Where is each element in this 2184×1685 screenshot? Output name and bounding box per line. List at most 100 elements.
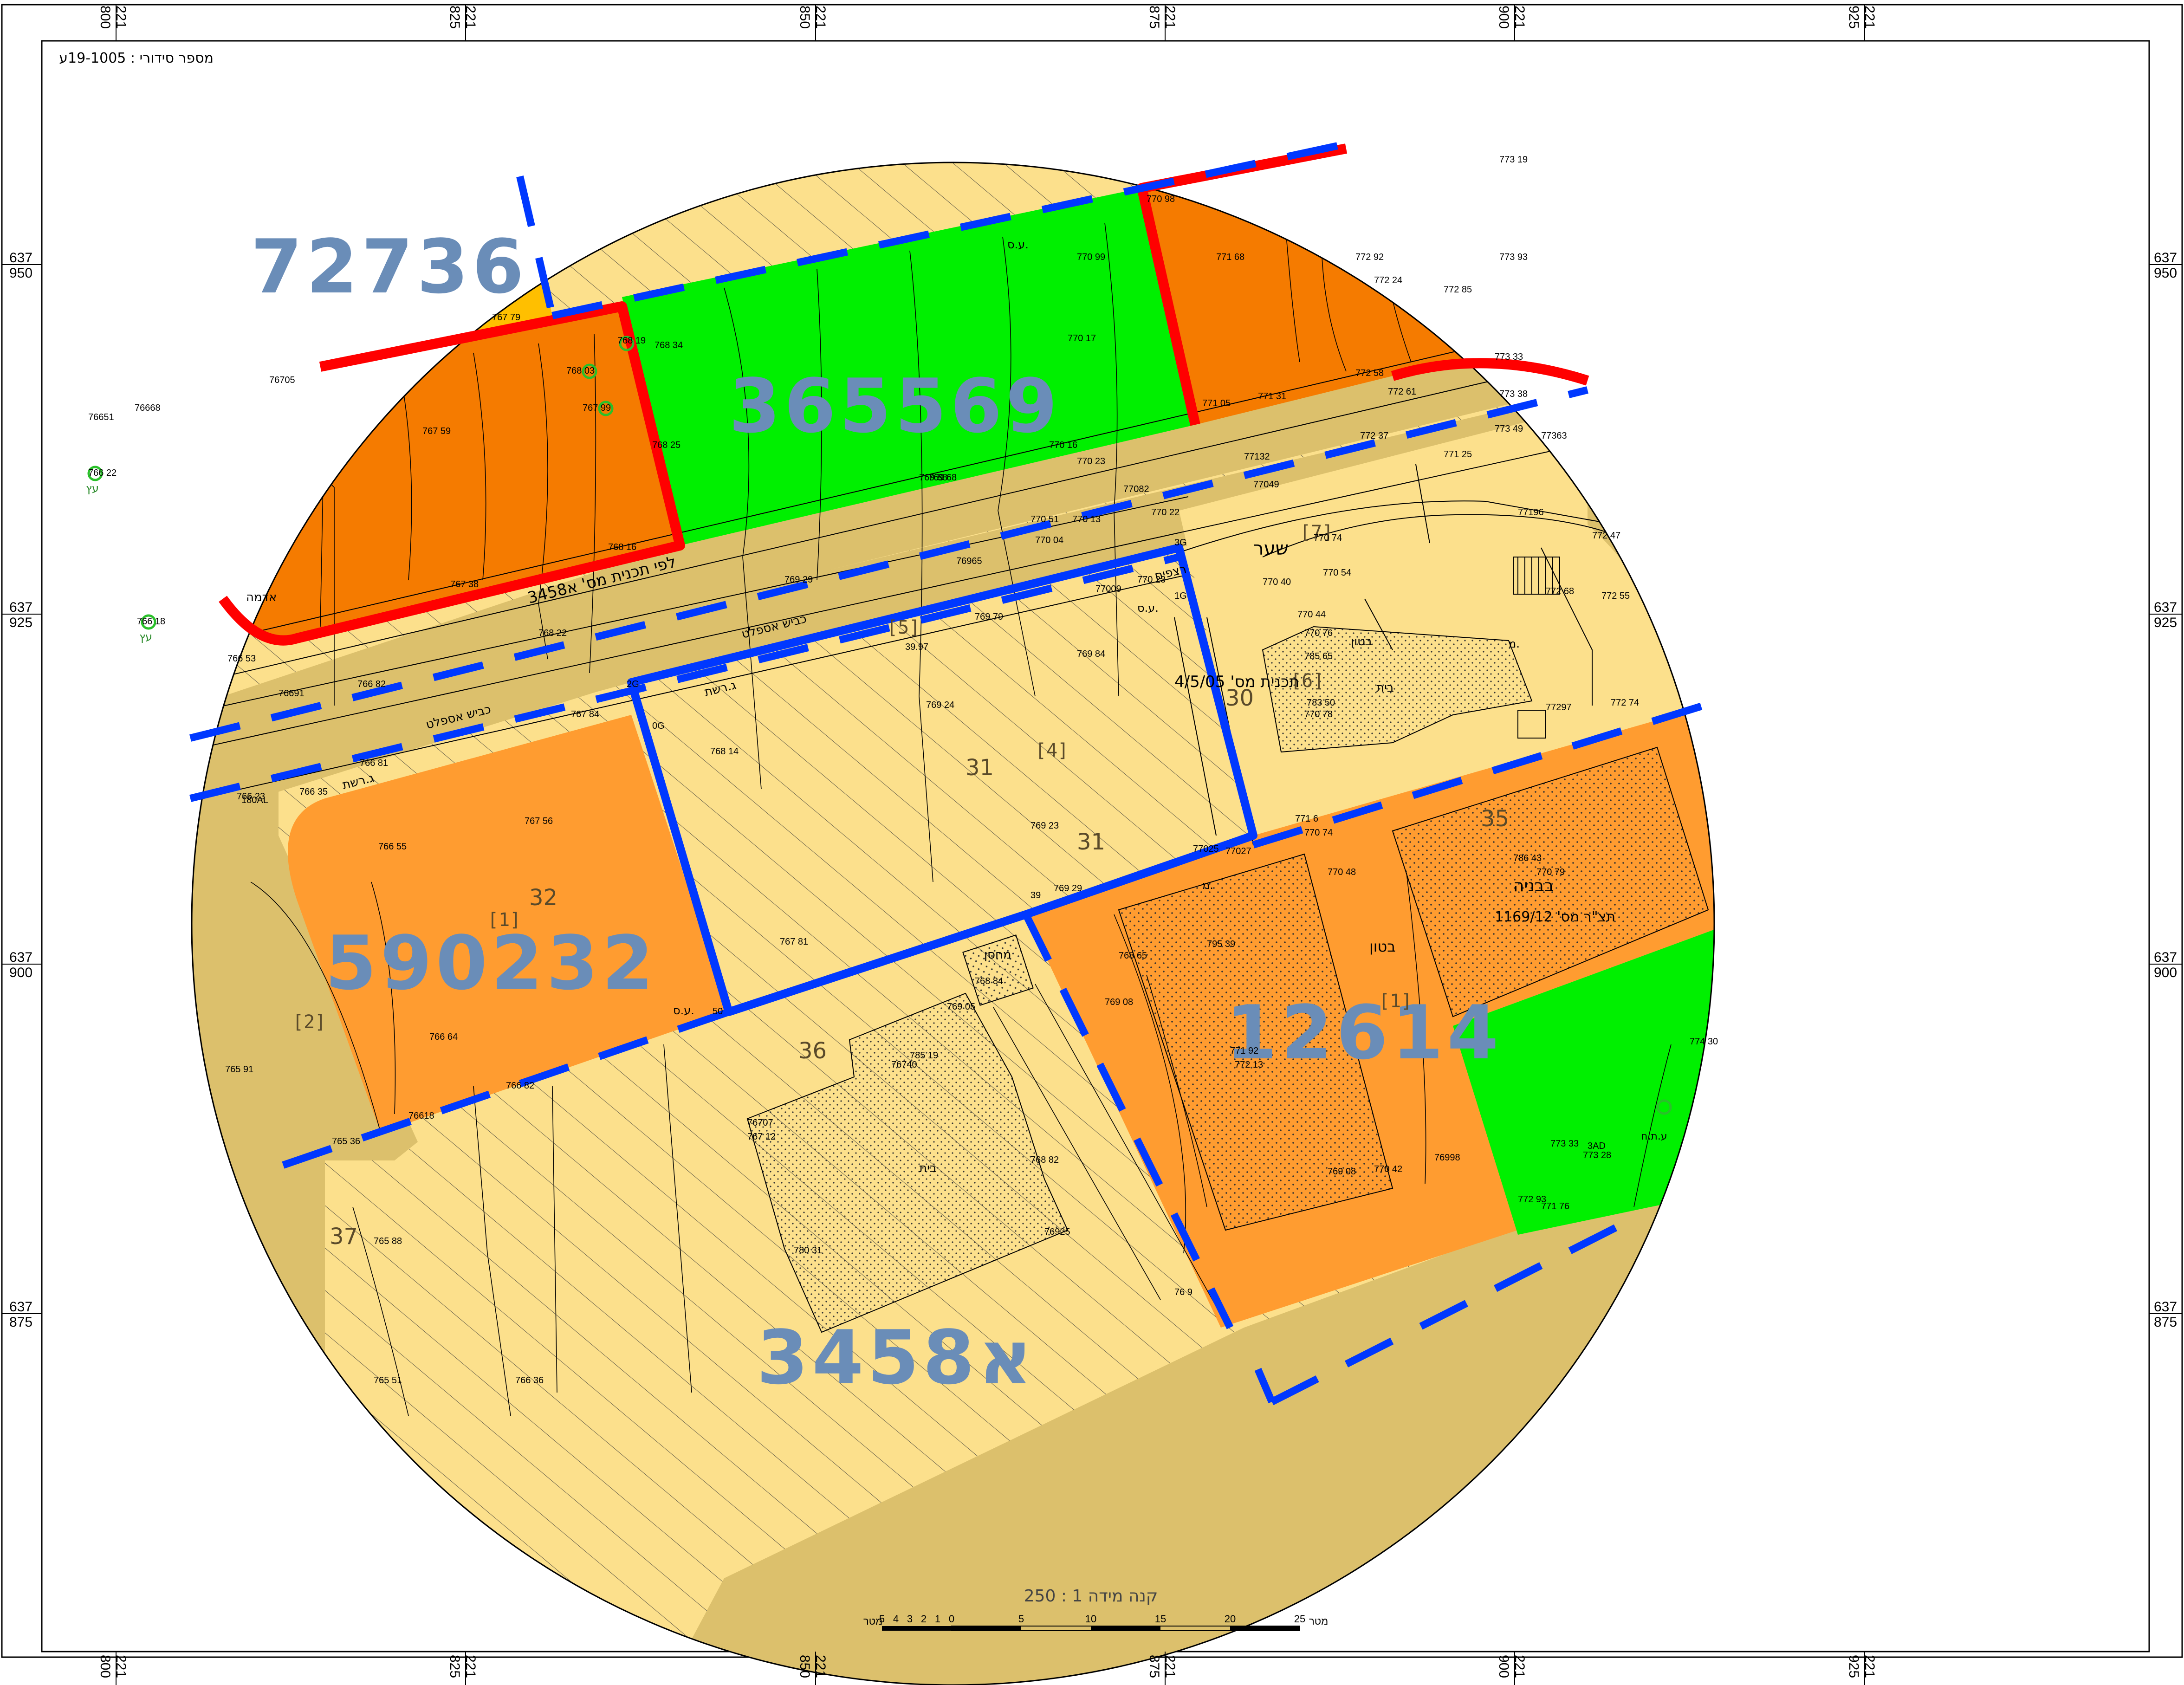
lot-31-b: 31 — [1077, 829, 1105, 855]
grid-x-top-4-b: 900 — [1496, 6, 1511, 29]
grid-x-top-5-b: 925 — [1846, 6, 1861, 29]
elevation-label: 77082 — [1123, 484, 1149, 494]
elevation-label: 50 — [713, 1006, 723, 1017]
grid-x-top: 800 221 825 221 850 221 875 221 900 221 … — [97, 5, 1877, 41]
elevation-label: 771 05 — [1202, 398, 1231, 408]
grid-x-top-4-a: 221 — [1512, 6, 1527, 29]
elevation-label: 785 65 — [1304, 651, 1333, 661]
label-es-2: ע.ס. — [1137, 602, 1159, 615]
elevation-label: 770 98 — [1147, 194, 1175, 204]
label-mahsan: מחסן — [984, 948, 1011, 962]
map-labels: בית בית אדמה כביש אספלט כביש אספלט ג.רשת… — [86, 238, 1667, 1175]
elevation-label: 772 93 — [1518, 1194, 1546, 1205]
elevation-label: 766 55 — [378, 842, 407, 852]
label-ot: ע.ת.ח — [1641, 1131, 1667, 1142]
lot-bracket-1b: [1] — [1379, 991, 1412, 1012]
elevation-label: 774 30 — [1690, 1037, 1718, 1047]
grid-y-right: 637 950 637 925 637 900 637 875 — [2149, 250, 2182, 1330]
lot-bracket-4: [4] — [1035, 740, 1069, 761]
elevation-label: 772 74 — [1611, 698, 1639, 708]
label-etz-2: עץ — [139, 630, 152, 643]
elevation-label: 772 61 — [1388, 387, 1416, 397]
elevation-label: 39 — [1030, 890, 1041, 901]
blue-dashed-boundaries — [189, 140, 1705, 1406]
tree-icon — [141, 614, 156, 630]
label-beton-2: בטון — [1369, 938, 1396, 955]
scale-tick-left: 0 — [949, 1613, 954, 1625]
elevation-label: 76705 — [269, 375, 295, 385]
elevation-label: 769 88 — [919, 473, 947, 483]
elevation-label: 768 03 — [566, 366, 595, 376]
elevation-label: 766 36 — [515, 1375, 544, 1386]
elevation-label: 771 68 — [1216, 252, 1244, 262]
elevation-label: 773 49 — [1495, 424, 1523, 434]
elevation-label: 773 38 — [1499, 389, 1528, 399]
lot-bracket-5: [5] — [887, 617, 920, 638]
label-m-1: מ. — [1509, 637, 1520, 650]
elevation-label: 769 05 — [947, 1002, 975, 1012]
elevation-label: 766 35 — [299, 787, 328, 797]
scale-tick-right: 25 — [1294, 1613, 1305, 1625]
grid-x-bot-1-a: 221 — [463, 1655, 478, 1678]
tree-icon — [598, 401, 614, 416]
elevation-label: 770 74 — [1314, 533, 1342, 543]
scale-tick-right: 20 — [1225, 1613, 1236, 1625]
grid-y-left-3-a: 637 — [9, 1299, 32, 1315]
elevation-label: 767 59 — [422, 426, 451, 436]
elevation-label: 766 82 — [506, 1081, 534, 1091]
elevation-label: 3AD — [1588, 1141, 1606, 1151]
elevation-label: 76925 — [1044, 1227, 1070, 1237]
elevation-label: 770 51 — [1030, 514, 1059, 525]
elevation-label: 765 91 — [225, 1064, 253, 1075]
elevation-label: 769 68 — [928, 473, 957, 483]
elevation-label: 770 17 — [1068, 333, 1096, 343]
elevation-label: 770 42 — [1374, 1164, 1402, 1174]
elevation-label: 76668 — [135, 403, 161, 413]
elevation-label: 77363 — [1541, 431, 1567, 441]
lot-30: 30 — [1225, 685, 1254, 711]
lot-numbers: 30 31 31 32 35 36 37 [1] [1] [2] [4] [5]… — [292, 522, 1509, 1250]
elevation-label: 770 23 — [1137, 575, 1166, 585]
elevation-label: 771 92 — [1230, 1046, 1258, 1056]
elevation-label: 773 33 — [1495, 352, 1523, 362]
building-shed — [962, 934, 1034, 1006]
lot-bracket-1: [1] — [487, 909, 521, 931]
map-circle-outline — [191, 162, 1715, 1685]
elevation-label: 771 76 — [1541, 1201, 1569, 1212]
label-beton-1: בטון — [1351, 635, 1372, 648]
grid-y-right-3-a: 637 — [2154, 1299, 2177, 1315]
scale-unit-right: מטר — [1309, 1615, 1328, 1627]
grid-x-top-1-b: 825 — [447, 6, 462, 29]
elevation-label: 768 16 — [608, 542, 636, 552]
elevation-label: 766 53 — [227, 654, 256, 664]
scale-unit-left: מטר — [863, 1615, 882, 1627]
elevation-label: 769 29 — [784, 575, 813, 585]
scale-tick-left: 5 — [879, 1613, 885, 1625]
tree-icon — [619, 336, 635, 351]
grid-x-bot-4-b: 900 — [1496, 1655, 1511, 1678]
grid-x-top-3-b: 875 — [1147, 6, 1162, 29]
elevation-label: 765 36 — [332, 1136, 360, 1147]
grid-y-left-0-b: 950 — [9, 266, 32, 281]
elevation-label: 772 68 — [1546, 586, 1574, 596]
lot-32: 32 — [529, 885, 557, 911]
building-house-2 — [1262, 626, 1533, 753]
scale-tick-right: 15 — [1155, 1613, 1166, 1625]
elevation-label: 766 82 — [357, 679, 386, 689]
elevation-label: 766 23 — [237, 791, 265, 802]
elevation-label: 772 92 — [1355, 252, 1384, 262]
elevation-label: 770 48 — [1328, 867, 1356, 877]
elevation-label: 39.97 — [905, 642, 928, 652]
grid-y-left-2-a: 637 — [9, 950, 32, 965]
elevation-label: 771 25 — [1444, 449, 1472, 460]
tree-icon — [87, 466, 103, 481]
elevation-label: 768 84 — [975, 976, 1003, 986]
elevation-label: 770 54 — [1323, 568, 1351, 578]
elevation-label: 772 47 — [1592, 531, 1620, 541]
grid-x-bot-2-b: 850 — [797, 1655, 812, 1678]
label-es-1: ע.ס. — [1007, 238, 1029, 251]
scale-tick-left: 3 — [907, 1613, 913, 1625]
grid-x-bot-0-b: 800 — [97, 1655, 113, 1678]
elevation-label: 769 79 — [975, 612, 1003, 622]
